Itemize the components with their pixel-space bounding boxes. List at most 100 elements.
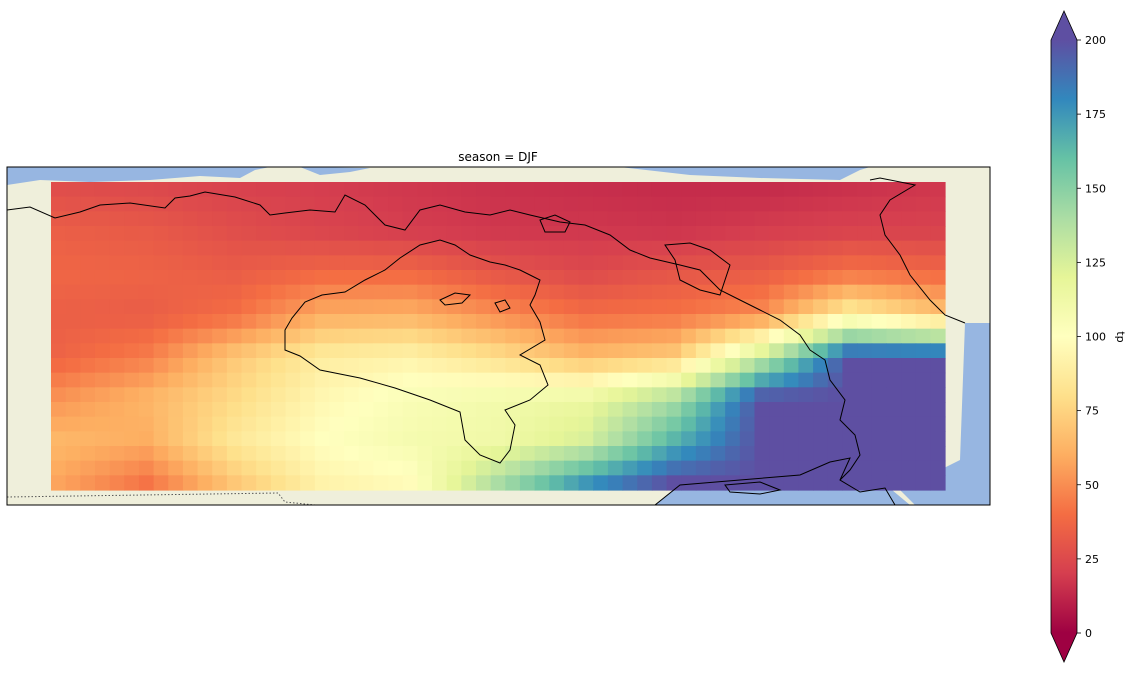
grid-cell	[827, 211, 844, 227]
grid-cell	[373, 387, 389, 403]
grid-cell	[182, 343, 199, 359]
grid-cell	[769, 226, 785, 242]
grid-cell	[637, 343, 653, 359]
grid-cell	[65, 196, 81, 212]
grid-cell	[65, 270, 81, 286]
grid-cell	[461, 196, 477, 212]
grid-cell	[798, 284, 814, 300]
grid-cell	[300, 211, 316, 227]
grid-cell	[871, 314, 887, 330]
colorbar-tick-label: 25	[1085, 553, 1099, 566]
grid-cell	[871, 416, 887, 432]
colorbar-extend-top	[1051, 11, 1077, 40]
grid-cell	[241, 299, 257, 315]
map-frame	[6, 166, 991, 506]
grid-cell	[739, 372, 756, 388]
grid-cell	[358, 460, 375, 476]
grid-cell	[563, 416, 580, 432]
grid-cell	[270, 328, 287, 344]
grid-cell	[197, 402, 213, 418]
grid-cell	[329, 343, 345, 359]
grid-cell	[930, 196, 946, 212]
grid-cell	[94, 240, 111, 256]
grid-cell	[813, 299, 829, 315]
grid-cell	[798, 416, 814, 432]
grid-cell	[256, 460, 272, 476]
grid-cell	[388, 446, 404, 462]
grid-cell	[871, 196, 887, 212]
grid-cell	[549, 314, 565, 330]
grid-cell	[871, 343, 887, 359]
grid-cell	[593, 240, 609, 256]
grid-cell	[681, 299, 697, 315]
grid-cell	[578, 402, 594, 418]
grid-cell	[930, 446, 946, 462]
grid-cell	[754, 226, 770, 242]
grid-cell	[857, 431, 873, 447]
grid-cell	[256, 182, 272, 198]
grid-cell	[94, 328, 111, 344]
grid-cell	[915, 372, 931, 388]
grid-cell	[344, 211, 360, 227]
grid-cell	[138, 416, 155, 432]
grid-cell	[857, 299, 873, 315]
grid-cell	[402, 299, 418, 315]
grid-cell	[344, 387, 360, 403]
grid-cell	[476, 284, 492, 300]
grid-cell	[446, 475, 462, 491]
grid-cell	[226, 255, 243, 271]
grid-cell	[813, 196, 829, 212]
grid-cell	[285, 446, 301, 462]
grid-cell	[461, 240, 477, 256]
grid-cell	[358, 387, 375, 403]
grid-cell	[622, 196, 638, 212]
grid-cell	[109, 416, 125, 432]
grid-cell	[710, 358, 726, 374]
grid-cell	[842, 431, 858, 447]
grid-cell	[651, 475, 668, 491]
grid-cell	[930, 387, 946, 403]
grid-cell	[622, 284, 638, 300]
grid-cell	[461, 416, 477, 432]
grid-cell	[637, 387, 653, 403]
grid-cell	[109, 299, 125, 315]
grid-cell	[226, 387, 243, 403]
grid-cell	[270, 431, 287, 447]
grid-cell	[593, 182, 609, 198]
grid-cell	[607, 475, 624, 491]
grid-cell	[827, 270, 844, 286]
grid-cell	[534, 182, 550, 198]
grid-cell	[505, 196, 521, 212]
grid-cell	[563, 372, 580, 388]
grid-cell	[388, 460, 404, 476]
grid-cell	[168, 343, 184, 359]
grid-cell	[871, 255, 887, 271]
grid-cell	[813, 358, 829, 374]
grid-cell	[138, 328, 155, 344]
grid-cell	[842, 446, 858, 462]
grid-cell	[417, 211, 433, 227]
grid-cell	[549, 226, 565, 242]
grid-cell	[358, 314, 375, 330]
grid-cell	[534, 416, 550, 432]
grid-cell	[388, 284, 404, 300]
grid-cell	[417, 240, 433, 256]
grid-cell	[124, 240, 140, 256]
grid-cell	[886, 446, 902, 462]
grid-cell	[681, 314, 697, 330]
grid-cell	[754, 358, 770, 374]
grid-cell	[798, 226, 814, 242]
grid-cell	[314, 372, 331, 388]
grid-cell	[754, 270, 770, 286]
grid-cell	[739, 431, 756, 447]
grid-cell	[490, 255, 506, 271]
grid-cell	[827, 431, 844, 447]
grid-cell	[783, 343, 800, 359]
grid-cell	[94, 343, 111, 359]
grid-cell	[241, 182, 257, 198]
grid-cell	[857, 475, 873, 491]
grid-cell	[226, 314, 243, 330]
grid-cell	[124, 328, 140, 344]
grid-cell	[622, 182, 638, 198]
grid-cell	[651, 270, 668, 286]
